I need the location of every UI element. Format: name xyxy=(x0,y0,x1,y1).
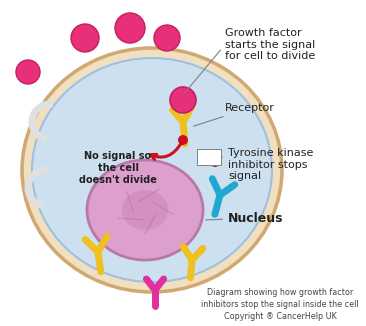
Circle shape xyxy=(154,25,180,51)
FancyBboxPatch shape xyxy=(197,149,221,165)
Circle shape xyxy=(71,24,99,52)
Text: No signal so
the cell
doesn't divide: No signal so the cell doesn't divide xyxy=(79,151,157,185)
Text: Nucleus: Nucleus xyxy=(206,212,284,225)
Ellipse shape xyxy=(87,160,203,260)
Ellipse shape xyxy=(122,190,168,230)
FancyArrowPatch shape xyxy=(151,142,182,159)
Text: Growth factor
starts the signal
for cell to divide: Growth factor starts the signal for cell… xyxy=(185,28,315,93)
Circle shape xyxy=(16,60,40,84)
Circle shape xyxy=(210,157,220,167)
Circle shape xyxy=(170,87,196,113)
Text: Diagram showing how growth factor
inhibitors stop the signal inside the cell
Cop: Diagram showing how growth factor inhibi… xyxy=(201,288,359,320)
Ellipse shape xyxy=(22,48,282,292)
Circle shape xyxy=(115,13,145,43)
Text: Receptor: Receptor xyxy=(194,103,275,126)
FancyArrowPatch shape xyxy=(203,152,214,159)
Circle shape xyxy=(178,135,188,145)
Text: Tyrosine kinase
inhibitor stops
signal: Tyrosine kinase inhibitor stops signal xyxy=(222,148,313,181)
Ellipse shape xyxy=(32,58,272,282)
